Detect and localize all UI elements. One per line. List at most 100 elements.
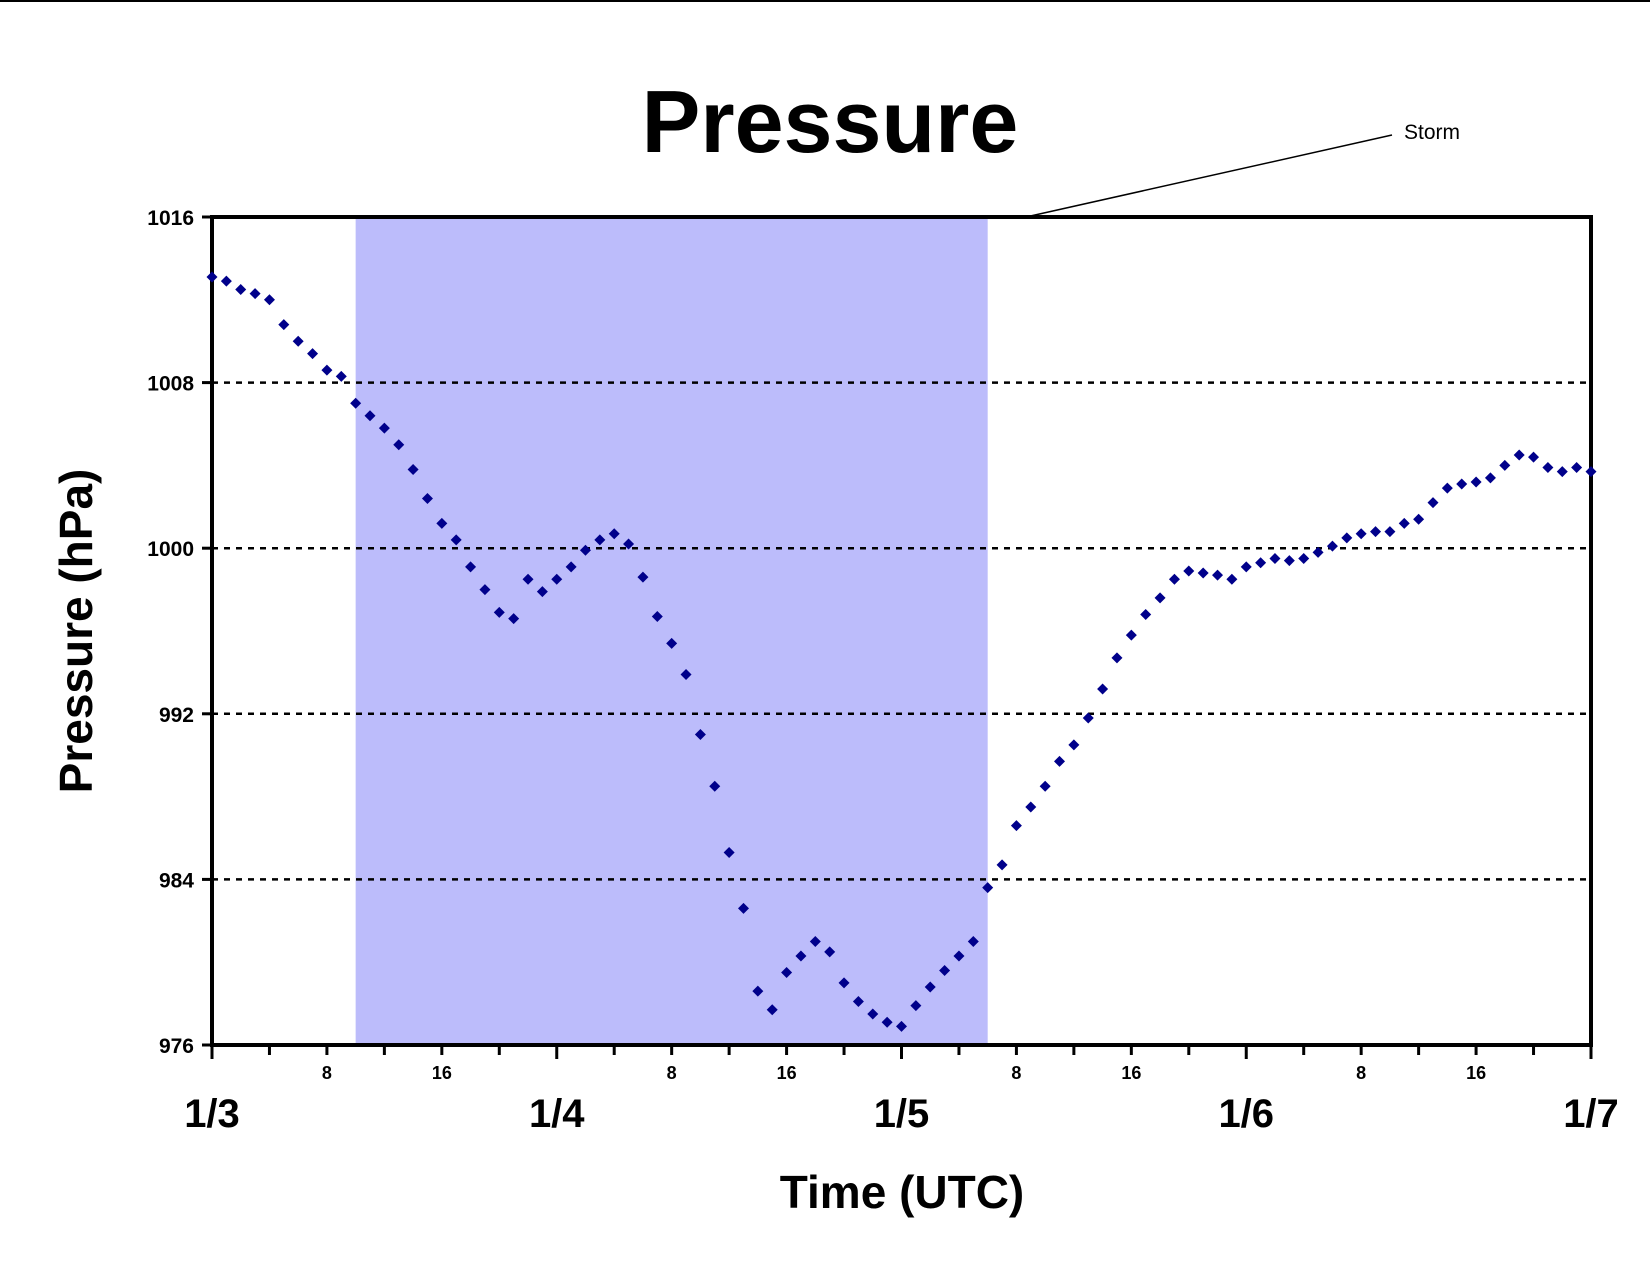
data-point	[666, 637, 678, 649]
data-point	[335, 370, 347, 382]
data-point	[1398, 517, 1410, 529]
data-point	[508, 613, 520, 625]
x-hour-label: 16	[777, 1063, 797, 1083]
y-tick-label: 1000	[147, 538, 194, 561]
x-hour-label: 8	[1011, 1063, 1021, 1083]
data-point	[307, 348, 319, 360]
data-point	[1326, 540, 1338, 552]
storm-annotation: Storm	[1404, 121, 1460, 144]
data-point	[292, 335, 304, 347]
data-point	[781, 967, 793, 979]
data-point	[1441, 482, 1453, 494]
data-point	[522, 573, 534, 585]
data-point	[407, 464, 419, 476]
x-hour-label: 16	[1466, 1063, 1486, 1083]
data-point	[953, 950, 965, 962]
y-axis-label: Pressure (hPa)	[50, 469, 102, 794]
data-point	[637, 571, 649, 583]
x-hour-label: 8	[667, 1063, 677, 1083]
data-point	[723, 846, 735, 858]
data-point	[1183, 565, 1195, 577]
data-point	[220, 275, 232, 287]
data-point	[1528, 451, 1540, 463]
data-point	[910, 1000, 922, 1012]
data-point	[321, 364, 333, 376]
storm-shading	[355, 217, 988, 1045]
x-hour-label: 8	[322, 1063, 332, 1083]
data-point	[249, 288, 261, 300]
data-point	[278, 319, 290, 331]
data-point	[1212, 569, 1224, 581]
storm-leader-line	[1025, 134, 1393, 218]
data-point	[1269, 553, 1281, 565]
y-tick-label: 992	[159, 704, 194, 727]
data-point	[1585, 466, 1597, 478]
x-day-label: 1/7	[1563, 1092, 1619, 1136]
data-point	[623, 538, 635, 550]
data-point	[982, 882, 994, 894]
data-point	[1384, 526, 1396, 538]
chart-title: Pressure	[642, 72, 1019, 171]
y-tick-label: 1016	[147, 207, 194, 230]
data-point	[1456, 478, 1468, 490]
data-point	[694, 729, 706, 740]
x-hour-label: 8	[1356, 1063, 1366, 1083]
data-point	[450, 534, 462, 546]
data-point	[680, 668, 692, 680]
data-point	[967, 936, 979, 947]
data-point	[795, 950, 807, 962]
data-point	[364, 410, 376, 422]
data-point	[1427, 497, 1439, 509]
data-point	[737, 902, 749, 914]
data-point	[1054, 755, 1066, 767]
data-point	[565, 561, 577, 573]
data-point	[1097, 683, 1109, 695]
data-point	[1197, 567, 1209, 579]
data-point	[1283, 555, 1295, 567]
x-hour-label: 16	[432, 1063, 452, 1083]
data-point	[1571, 461, 1583, 473]
data-point	[1484, 472, 1496, 484]
data-point	[393, 439, 405, 451]
data-point	[350, 397, 362, 409]
data-point	[1154, 592, 1166, 604]
data-point	[1355, 528, 1367, 540]
data-point	[939, 964, 951, 976]
data-point	[608, 528, 620, 540]
data-point	[493, 606, 505, 618]
y-tick-label: 984	[159, 869, 194, 892]
x-day-label: 1/4	[529, 1092, 585, 1136]
data-point	[1168, 573, 1180, 585]
data-point	[881, 1016, 893, 1028]
data-point	[1125, 629, 1137, 641]
data-point	[1226, 573, 1238, 585]
data-point	[1470, 476, 1482, 488]
x-day-label: 1/5	[874, 1092, 930, 1136]
data-point	[896, 1020, 907, 1032]
data-point	[838, 977, 850, 989]
data-point	[465, 561, 477, 573]
data-point	[378, 422, 390, 434]
data-point	[551, 573, 563, 585]
x-hour-label: 16	[1121, 1063, 1141, 1083]
data-point	[824, 946, 836, 958]
data-point	[536, 586, 548, 598]
data-point	[766, 1004, 778, 1016]
data-point	[996, 859, 1008, 871]
data-point	[1556, 466, 1568, 478]
data-point	[479, 584, 491, 596]
data-point	[1025, 801, 1037, 813]
data-point	[1068, 739, 1080, 751]
x-day-label: 1/3	[184, 1092, 240, 1136]
data-point	[421, 493, 433, 505]
data-point	[1255, 557, 1267, 569]
y-tick-label: 976	[159, 1035, 194, 1058]
data-point	[1298, 553, 1310, 565]
data-point	[436, 517, 448, 529]
data-point	[809, 936, 821, 947]
data-point	[235, 283, 247, 295]
data-point	[1140, 608, 1152, 620]
y-tick-label: 1008	[147, 373, 194, 396]
data-point	[1499, 459, 1511, 471]
